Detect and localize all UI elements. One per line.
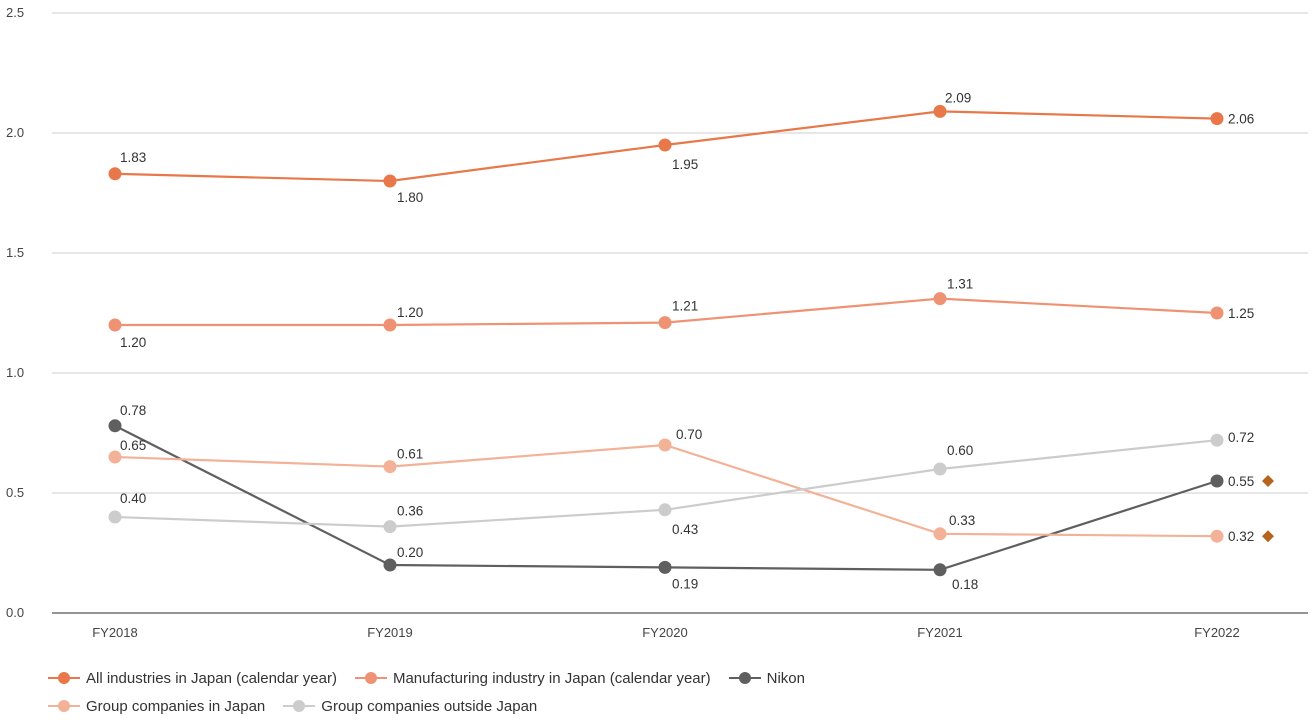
data-point bbox=[658, 503, 672, 517]
annotations bbox=[1262, 475, 1274, 543]
data-point bbox=[1210, 306, 1224, 320]
data-label: 2.06 bbox=[1228, 112, 1254, 127]
data-point bbox=[383, 460, 397, 474]
legend-label: All industries in Japan (calendar year) bbox=[86, 669, 337, 687]
data-label: 0.70 bbox=[676, 427, 702, 442]
data-point bbox=[1210, 529, 1224, 543]
legend: All industries in Japan (calendar year) … bbox=[48, 664, 1148, 720]
y-axis-tick-labels: 0.0 0.5 1.0 1.5 2.0 2.5 bbox=[6, 5, 24, 620]
data-label: 1.20 bbox=[120, 335, 146, 350]
data-label: 0.19 bbox=[672, 576, 698, 591]
x-tick-label: FY2020 bbox=[642, 625, 688, 640]
x-tick-label: FY2022 bbox=[1194, 625, 1240, 640]
data-point bbox=[658, 138, 672, 152]
legend-item-group-japan: Group companies in Japan bbox=[48, 698, 265, 715]
data-label: 0.78 bbox=[120, 403, 146, 418]
data-label: 1.21 bbox=[672, 299, 698, 314]
data-point bbox=[383, 318, 397, 332]
data-point bbox=[383, 558, 397, 572]
data-point bbox=[383, 174, 397, 188]
legend-swatch-icon bbox=[48, 700, 80, 712]
data-label: 0.40 bbox=[120, 491, 146, 506]
data-label: 2.09 bbox=[945, 90, 971, 105]
diamond-icon bbox=[1262, 530, 1274, 543]
data-point bbox=[108, 167, 122, 181]
y-tick-label: 2.5 bbox=[6, 5, 24, 20]
data-point bbox=[933, 563, 947, 577]
legend-swatch-icon bbox=[354, 672, 387, 684]
data-label: 1.80 bbox=[397, 190, 423, 205]
data-point bbox=[1210, 112, 1224, 126]
x-axis-tick-labels: FY2018 FY2019 FY2020 FY2021 FY2022 bbox=[92, 625, 1240, 640]
data-label: 1.25 bbox=[1228, 306, 1254, 321]
data-label: 0.18 bbox=[952, 577, 978, 592]
y-tick-label: 0.0 bbox=[6, 605, 24, 620]
data-point bbox=[108, 419, 122, 433]
x-tick-label: FY2021 bbox=[917, 625, 963, 640]
data-label: 1.83 bbox=[120, 150, 146, 165]
legend-label: Manufacturing industry in Japan (calenda… bbox=[392, 669, 711, 687]
data-point bbox=[383, 520, 397, 534]
data-point bbox=[108, 510, 122, 524]
x-tick-label: FY2019 bbox=[367, 625, 413, 640]
data-point bbox=[1210, 433, 1224, 447]
legend-label: Group companies in Japan bbox=[86, 697, 266, 715]
data-label: 0.55 bbox=[1228, 474, 1254, 489]
legend-swatch-icon bbox=[728, 672, 761, 684]
legend-item-manufacturing: Manufacturing industry in Japan (calenda… bbox=[354, 669, 711, 687]
legend-item-group-outside-japan: Group companies outside Japan bbox=[283, 698, 537, 715]
series-points bbox=[108, 104, 1224, 577]
y-tick-label: 2.0 bbox=[6, 125, 24, 140]
legend-row-2: Group companies in Japan Group companies… bbox=[48, 692, 1148, 720]
data-point bbox=[933, 462, 947, 476]
data-point bbox=[108, 318, 122, 332]
data-label: 0.65 bbox=[120, 438, 146, 453]
y-tick-label: 1.0 bbox=[6, 365, 24, 380]
data-label: 0.33 bbox=[949, 513, 975, 528]
data-label: 1.20 bbox=[397, 305, 423, 320]
data-point bbox=[658, 560, 672, 574]
legend-swatch-icon bbox=[283, 700, 316, 712]
legend-item-all-industries: All industries in Japan (calendar year) bbox=[48, 670, 337, 687]
data-point bbox=[933, 527, 947, 541]
data-label: 0.60 bbox=[947, 443, 973, 458]
data-point bbox=[658, 438, 672, 452]
x-tick-label: FY2018 bbox=[92, 625, 138, 640]
legend-label: Nikon bbox=[766, 669, 805, 687]
data-label: 0.36 bbox=[397, 504, 423, 519]
data-label: 0.72 bbox=[1228, 430, 1254, 445]
data-point bbox=[108, 450, 122, 464]
data-point bbox=[933, 104, 947, 118]
legend-label: Group companies outside Japan bbox=[321, 697, 538, 715]
data-point bbox=[933, 292, 947, 306]
data-labels: 1.83 1.80 1.95 2.09 2.06 1.20 1.20 1.21 1.31 1.25… bbox=[120, 90, 1254, 591]
y-tick-label: 1.5 bbox=[6, 245, 24, 260]
legend-row-1: All industries in Japan (calendar year) … bbox=[48, 664, 1148, 692]
data-point bbox=[1210, 474, 1224, 488]
legend-item-nikon: Nikon bbox=[728, 669, 805, 687]
data-label: 1.95 bbox=[672, 157, 698, 172]
y-tick-label: 0.5 bbox=[6, 485, 24, 500]
data-label: 0.61 bbox=[397, 447, 423, 462]
legend-swatch-icon bbox=[48, 672, 80, 684]
gridlines bbox=[52, 12, 1308, 614]
data-label: 1.31 bbox=[947, 277, 973, 292]
diamond-icon bbox=[1262, 475, 1274, 487]
data-point bbox=[658, 316, 672, 330]
data-label: 0.32 bbox=[1228, 529, 1254, 544]
series-lines bbox=[114, 110, 1218, 571]
data-label: 0.43 bbox=[672, 522, 698, 537]
data-label: 0.20 bbox=[397, 545, 423, 560]
